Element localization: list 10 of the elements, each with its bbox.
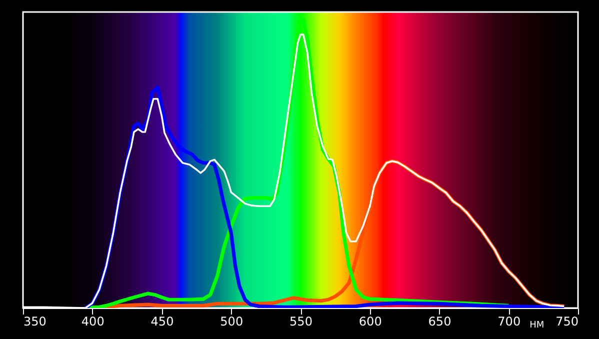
x-tick-label: 650 (428, 314, 452, 328)
x-tick-label: 500 (220, 314, 244, 328)
x-tick-label: 400 (81, 314, 104, 328)
x-tick-label: 700 (498, 314, 521, 328)
x-tick-label: 600 (358, 314, 382, 328)
x-tick-label: 350 (24, 314, 46, 328)
x-tick-label: 550 (290, 314, 312, 328)
x-tick-label: 750 (556, 314, 578, 328)
x-axis-title: НМ (530, 320, 544, 330)
x-tick-label: 450 (150, 314, 174, 328)
